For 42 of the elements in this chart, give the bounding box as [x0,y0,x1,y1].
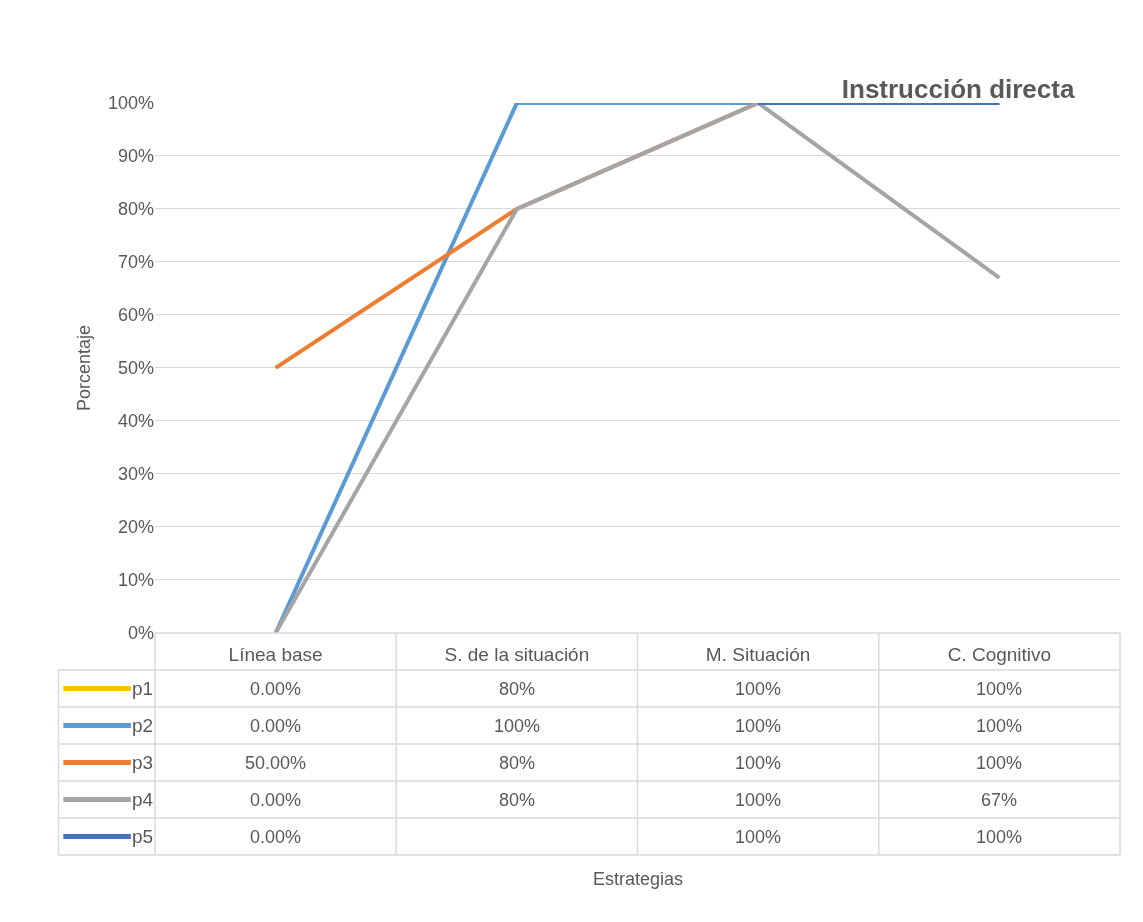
legend-label: p3 [132,752,154,773]
x-tick-label: S. de la situación [444,644,590,665]
text: Estrategias [593,869,684,889]
x-tick-label: Línea base [228,644,323,665]
data-label: 100% [735,716,782,736]
y-tick-label: 10% [117,570,154,591]
legend-label: p2 [132,715,154,736]
y-tick-label: 40% [117,411,154,432]
legend-label: p1 [132,678,154,699]
data-label: 0.00% [250,716,302,736]
data-label: 100% [735,827,782,847]
data-label: 80% [499,790,536,810]
x-tick-label: C. Cognitivo [947,644,1052,665]
x-tick-label: M. Situación [705,644,811,665]
text: 100% [735,679,782,699]
data-label: 67% [981,790,1018,810]
y-tick-label: 30% [117,464,154,485]
data-label: 100% [735,753,782,773]
data-label: 100% [976,716,1023,736]
y-axis-title: Porcentaje [74,324,95,411]
text: 0.00% [250,827,302,847]
data-label: 0.00% [250,790,302,810]
text: 80% [499,679,536,699]
chart-title: Instrucción directa [841,74,1075,105]
data-label: 100% [976,753,1023,773]
data-label: 50.00% [245,753,307,773]
data-label: 100% [976,827,1023,847]
y-tick-label: 70% [117,252,154,273]
data-label: 80% [499,753,536,773]
y-tick-label: 20% [117,517,154,538]
y-tick-label: 0% [127,623,154,644]
y-tick-label: 100% [107,93,154,114]
y-tick-label: 90% [117,146,154,167]
legend-label: p5 [132,826,154,847]
legend-label: p4 [132,789,154,810]
y-tick-label: 80% [117,199,154,220]
data-label: 100% [735,790,782,810]
y-tick-label: 50% [117,358,154,379]
data-label: 100% [494,716,541,736]
y-tick-label: 60% [117,305,154,326]
text: 100% [976,679,1023,699]
text: 0.00% [250,679,302,699]
